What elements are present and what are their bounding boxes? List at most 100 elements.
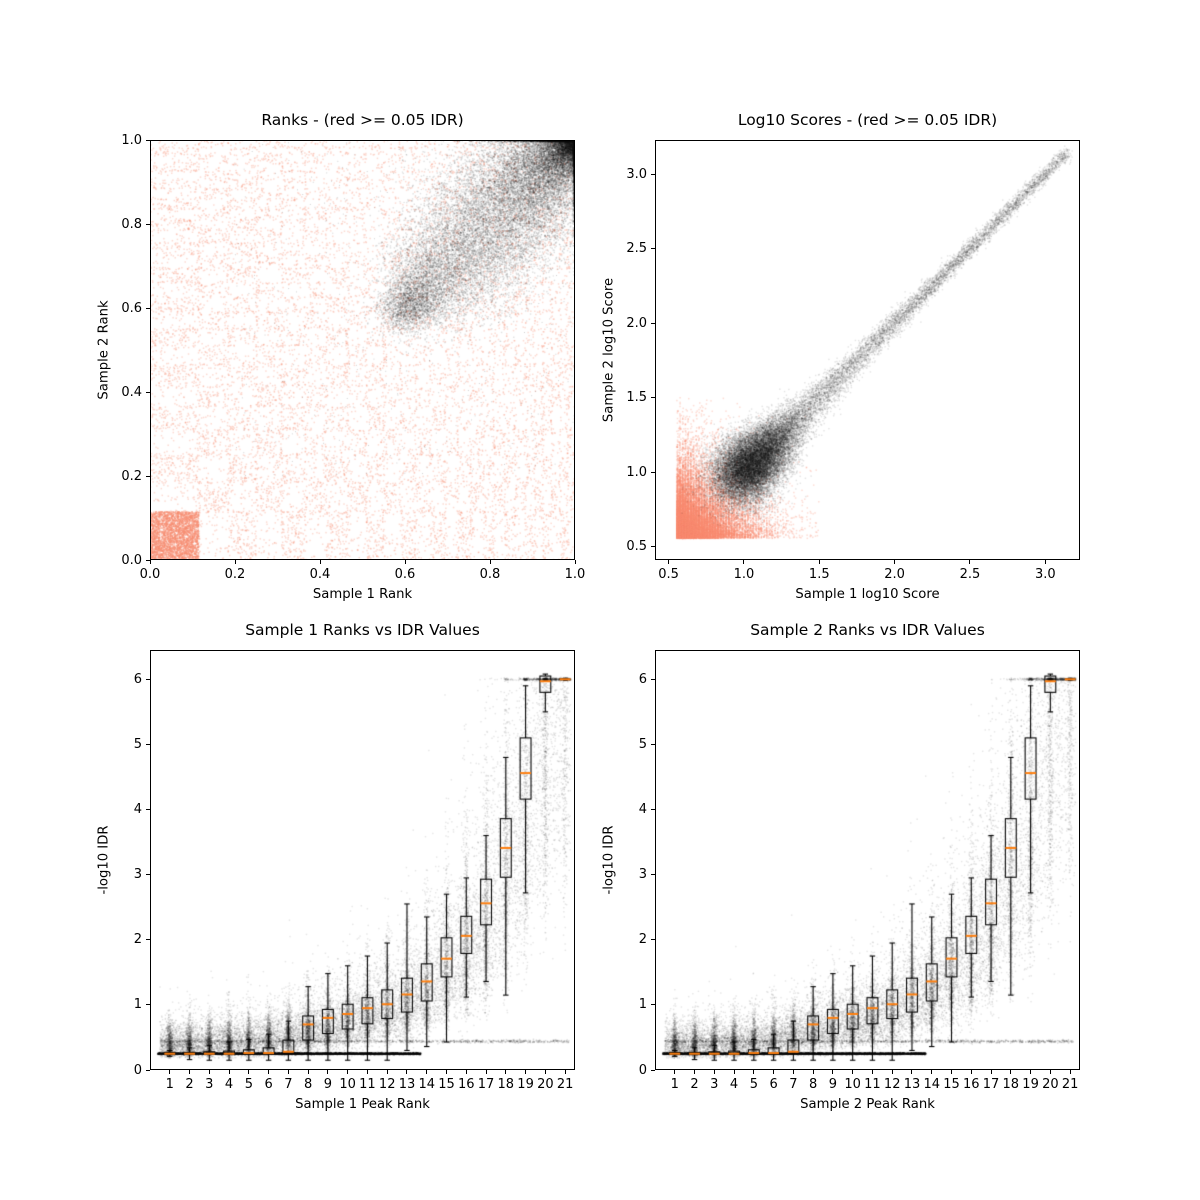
- y-tick: [146, 391, 150, 393]
- x-tick-label: 0.5: [658, 567, 679, 582]
- x-axis-label: Sample 1 log10 Score: [795, 587, 940, 602]
- y-tick: [651, 173, 655, 175]
- x-tick: [426, 1070, 428, 1074]
- panel-ranks-scatter: Ranks - (red >= 0.05 IDR) Sample 1 Rank …: [97, 111, 586, 602]
- x-tick: [307, 1070, 309, 1074]
- x-tick-label: 4: [729, 1077, 739, 1092]
- y-tick: [651, 874, 655, 876]
- y-tick: [651, 397, 655, 399]
- y-tick: [146, 874, 150, 876]
- x-tick: [668, 560, 670, 564]
- y-tick-label: 2.5: [626, 241, 647, 257]
- y-tick-label: 0: [638, 1062, 647, 1078]
- x-tick-label: 21: [1061, 1077, 1079, 1092]
- x-tick: [465, 1070, 467, 1074]
- x-tick: [489, 560, 491, 564]
- x-tick-label: 13: [398, 1077, 416, 1092]
- chart-title: Log10 Scores - (red >= 0.05 IDR): [737, 111, 998, 129]
- x-tick-label: 6: [769, 1077, 778, 1092]
- x-tick: [485, 1070, 487, 1074]
- x-tick-label: 12: [378, 1077, 396, 1092]
- x-tick: [319, 560, 321, 564]
- y-tick: [146, 559, 150, 561]
- x-tick: [505, 1070, 507, 1074]
- y-tick-label: 2: [638, 932, 647, 948]
- y-tick: [146, 809, 150, 811]
- x-tick: [969, 560, 971, 564]
- x-tick-label: 3: [710, 1077, 719, 1092]
- x-tick-label: 8: [303, 1077, 313, 1092]
- x-tick: [773, 1070, 775, 1074]
- x-tick-label: 0.0: [139, 567, 161, 582]
- x-tick-label: 2: [690, 1077, 699, 1092]
- x-tick: [951, 1070, 952, 1074]
- y-tick: [651, 1004, 655, 1006]
- x-tick-label: 0.2: [224, 567, 246, 582]
- x-tick-label: 11: [864, 1077, 881, 1092]
- x-tick: [871, 1070, 873, 1074]
- x-tick: [208, 1070, 210, 1074]
- x-tick: [248, 1070, 250, 1074]
- y-tick-label: 4: [133, 802, 142, 818]
- x-tick-label: 5: [244, 1077, 253, 1092]
- x-tick-label: 7: [284, 1077, 293, 1092]
- x-tick: [931, 1070, 933, 1074]
- x-tick-label: 3.0: [1034, 567, 1056, 582]
- x-tick-label: 18: [1002, 1077, 1020, 1092]
- x-tick: [832, 1070, 834, 1074]
- x-tick: [1010, 1070, 1012, 1074]
- x-tick: [812, 1070, 814, 1074]
- panel-sample1-idr: Sample 1 Ranks vs IDR Values Sample 1 Pe…: [97, 621, 575, 1112]
- chart-title: Sample 1 Ranks vs IDR Values: [245, 621, 480, 639]
- x-tick: [733, 1070, 735, 1074]
- x-tick: [818, 560, 820, 564]
- x-tick: [228, 1070, 230, 1074]
- y-tick: [651, 743, 655, 745]
- x-tick: [189, 1070, 191, 1074]
- x-tick-label: 4: [224, 1077, 234, 1092]
- y-tick-label: 2: [133, 932, 142, 948]
- x-tick: [852, 1070, 854, 1074]
- x-tick-label: 10: [844, 1077, 861, 1092]
- y-tick: [146, 223, 150, 225]
- x-tick-label: 2.5: [959, 567, 981, 582]
- x-tick-label: 1.0: [564, 567, 586, 582]
- x-tick-label: 14: [923, 1077, 940, 1092]
- y-tick-label: 0.8: [121, 216, 142, 232]
- x-tick: [743, 560, 745, 564]
- y-tick: [146, 678, 150, 680]
- x-tick-label: 1: [670, 1077, 679, 1092]
- x-tick: [268, 1070, 270, 1074]
- y-tick-label: 0.4: [121, 384, 142, 400]
- x-tick: [970, 1070, 972, 1074]
- scores-scatter-canvas: [655, 140, 1080, 560]
- x-tick: [404, 560, 406, 564]
- y-tick-label: 1: [133, 997, 142, 1013]
- x-tick: [792, 1070, 794, 1074]
- y-tick-label: 0: [133, 1062, 142, 1078]
- x-tick: [327, 1070, 329, 1074]
- y-axis-label: -log10 IDR: [96, 825, 112, 895]
- x-tick-label: 6: [264, 1077, 273, 1092]
- x-tick-label: 20: [537, 1077, 554, 1092]
- chart-title: Sample 2 Ranks vs IDR Values: [750, 621, 985, 639]
- y-tick: [651, 809, 655, 811]
- x-tick-label: 10: [339, 1077, 356, 1092]
- y-tick-label: 0.2: [121, 468, 142, 484]
- y-tick-label: 1.5: [626, 390, 647, 406]
- x-tick: [406, 1070, 408, 1074]
- y-tick-label: 4: [638, 802, 647, 818]
- y-tick: [651, 471, 655, 473]
- y-tick-label: 0.0: [121, 552, 142, 568]
- y-tick: [651, 1069, 655, 1071]
- x-tick: [525, 1070, 527, 1074]
- x-tick: [911, 1070, 913, 1074]
- y-tick: [651, 678, 655, 680]
- x-tick: [1069, 1070, 1071, 1074]
- x-tick-label: 19: [517, 1077, 534, 1092]
- x-tick-label: 19: [1022, 1077, 1039, 1092]
- y-tick-label: 6: [638, 671, 647, 687]
- x-tick-label: 9: [828, 1077, 838, 1092]
- y-tick-label: 3: [638, 867, 647, 883]
- panel-sample2-idr: Sample 2 Ranks vs IDR Values Sample 2 Pe…: [602, 621, 1080, 1112]
